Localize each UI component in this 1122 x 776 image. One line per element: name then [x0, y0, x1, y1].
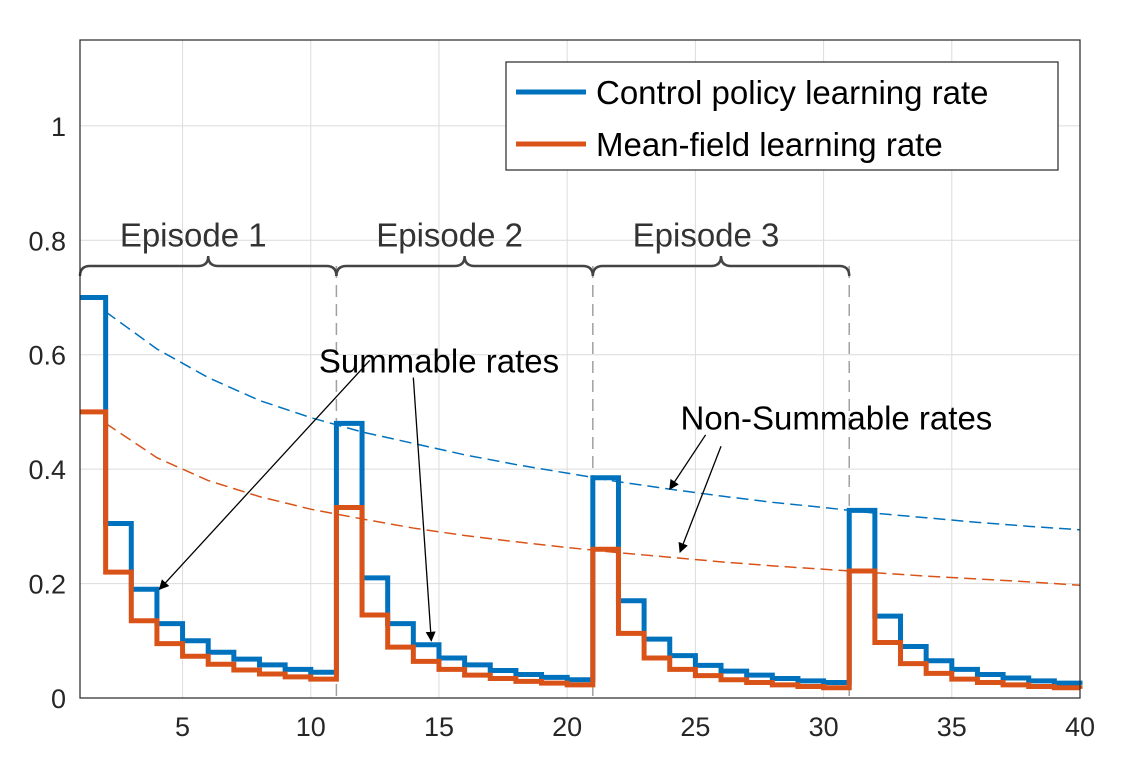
- x-tick-label: 15: [424, 712, 454, 742]
- episode-brace: [78, 255, 338, 277]
- y-tick-label: 0.8: [28, 226, 66, 256]
- annotation-arrow: [669, 434, 707, 490]
- x-tick-label: 40: [1065, 712, 1095, 742]
- legend: Control policy learning rate Mean-field l…: [505, 61, 1059, 171]
- episode-brace: [335, 255, 595, 277]
- x-tick-label: 10: [296, 712, 326, 742]
- episode-brace: [591, 255, 851, 277]
- annotations: Summable rates Non-Summable rates: [158, 342, 993, 642]
- x-tick-label: 35: [937, 712, 967, 742]
- x-tick-label: 5: [175, 712, 190, 742]
- x-tick-label: 20: [552, 712, 582, 742]
- episode-label: Episode 2: [376, 217, 523, 254]
- y-tick-label: 0.4: [28, 455, 66, 485]
- tick-labels: 5 10 15 20 25 30 35 40 0 0.2 0.4 0.6 0.8 1: [28, 112, 1095, 742]
- episode-label: Episode 3: [633, 217, 780, 254]
- episode-label: Episode 1: [120, 217, 267, 254]
- stair-series-line: [80, 294, 1083, 686]
- plot-area-frame: [79, 39, 1081, 699]
- y-tick-label: 1: [51, 112, 66, 142]
- legend-entry-label: Control policy learning rate: [596, 74, 989, 111]
- y-tick-label: 0: [51, 684, 66, 714]
- annotation-label: Summable rates: [319, 342, 559, 379]
- annotation-arrow: [158, 359, 371, 591]
- annotation-label: Non-Summable rates: [681, 400, 993, 437]
- x-tick-label: 30: [809, 712, 839, 742]
- series-lines: [80, 294, 1083, 691]
- x-tick-label: 25: [680, 712, 710, 742]
- non-summable-dashed-curve: [105, 311, 1081, 531]
- legend-box: [505, 61, 1059, 171]
- y-tick-label: 0.6: [28, 341, 66, 371]
- annotation-arrow: [678, 446, 722, 554]
- annotation-arrow: [412, 377, 436, 642]
- y-tick-label: 0.2: [28, 570, 66, 600]
- episode-braces: Episode 1 Episode 2 Episode 3: [78, 217, 851, 277]
- legend-entry-label: Mean-field learning rate: [596, 126, 943, 163]
- stair-series-line: [80, 409, 1083, 691]
